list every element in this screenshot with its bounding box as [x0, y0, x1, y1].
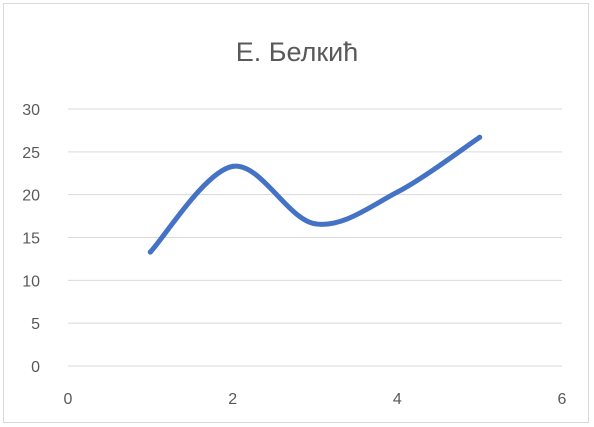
y-tick-label-25: 25 — [22, 145, 40, 162]
data-point-5 — [477, 134, 483, 140]
y-axis-tick-labels: 0 5 10 15 20 25 30 — [22, 102, 40, 376]
y-tick-label-20: 20 — [22, 188, 40, 205]
y-tick-label-15: 15 — [22, 231, 40, 248]
data-point-2 — [230, 163, 236, 169]
x-axis-tick-labels: 0 2 4 6 — [64, 391, 567, 408]
y-tick-label-5: 5 — [31, 316, 40, 333]
y-tick-label-10: 10 — [22, 273, 40, 290]
x-tick-label-2: 2 — [228, 391, 237, 408]
x-tick-label-0: 0 — [64, 391, 73, 408]
series-layer — [147, 134, 483, 255]
x-tick-label-6: 6 — [558, 391, 567, 408]
x-tick-label-4: 4 — [393, 391, 402, 408]
chart-title: Е. Белкић — [235, 37, 359, 67]
gridlines — [68, 108, 562, 367]
y-tick-label-30: 30 — [22, 102, 40, 119]
series-line-0 — [147, 134, 483, 255]
y-tick-label-0: 0 — [31, 359, 40, 376]
data-point-4 — [394, 189, 400, 195]
data-point-1 — [147, 249, 153, 255]
data-point-3 — [312, 221, 318, 227]
